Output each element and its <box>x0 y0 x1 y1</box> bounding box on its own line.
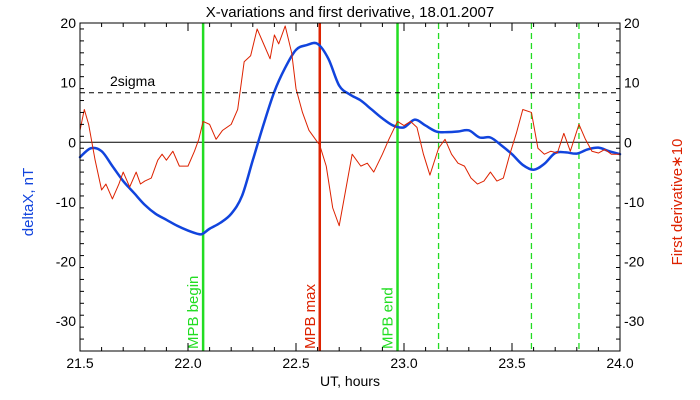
x-tick-label: 22.5 <box>282 355 309 371</box>
threshold-label: 2sigma <box>110 73 155 89</box>
y-right-tick-label: 0 <box>624 134 632 150</box>
x-tick-label: 22.0 <box>174 355 201 371</box>
marker-label-1: MPB max <box>302 283 319 349</box>
x-tick-label: 24.0 <box>606 355 633 371</box>
y-right-tick-label: -10 <box>624 194 644 210</box>
x-tick-label: 23.5 <box>498 355 525 371</box>
series-line-deltax <box>78 41 622 236</box>
marker-label-2: MPB end <box>380 287 397 349</box>
markers-layer: MPB begin MPB max MPB end <box>185 23 580 351</box>
y-left-tick-label: -20 <box>56 254 76 270</box>
axes-layer: 21.5 22.0 22.5 23.0 23.5 24.0 20 20 10 10 0 0 -10 -10… <box>56 15 645 371</box>
y-left-tick-label: -10 <box>56 194 76 210</box>
y-right-tick-label: -30 <box>624 313 644 329</box>
y-left-tick-label: 20 <box>60 15 76 31</box>
y-left-tick-label: 10 <box>60 75 76 91</box>
x-tick-label: 23.0 <box>390 355 417 371</box>
y-right-tick-label: -20 <box>624 254 644 270</box>
chart-title: X-variations and first derivative, 18.01… <box>206 4 495 21</box>
y-left-tick-label: -30 <box>56 313 76 329</box>
y-axis-right-label: First derivative∗10 <box>669 139 686 266</box>
x-axis-label: UT, hours <box>320 373 380 389</box>
y-left-tick-label: 0 <box>68 134 76 150</box>
marker-label-0: MPB begin <box>185 276 202 349</box>
series-line-derivative <box>79 25 621 227</box>
x-tick-label: 21.5 <box>66 355 93 371</box>
y-right-tick-label: 20 <box>624 15 640 31</box>
y-axis-left-label: deltaX, nT <box>20 168 37 236</box>
plot-frame <box>79 22 621 352</box>
series-layer <box>78 25 622 236</box>
threshold-layer: 2sigma <box>80 73 620 94</box>
y-right-tick-label: 10 <box>624 75 640 91</box>
